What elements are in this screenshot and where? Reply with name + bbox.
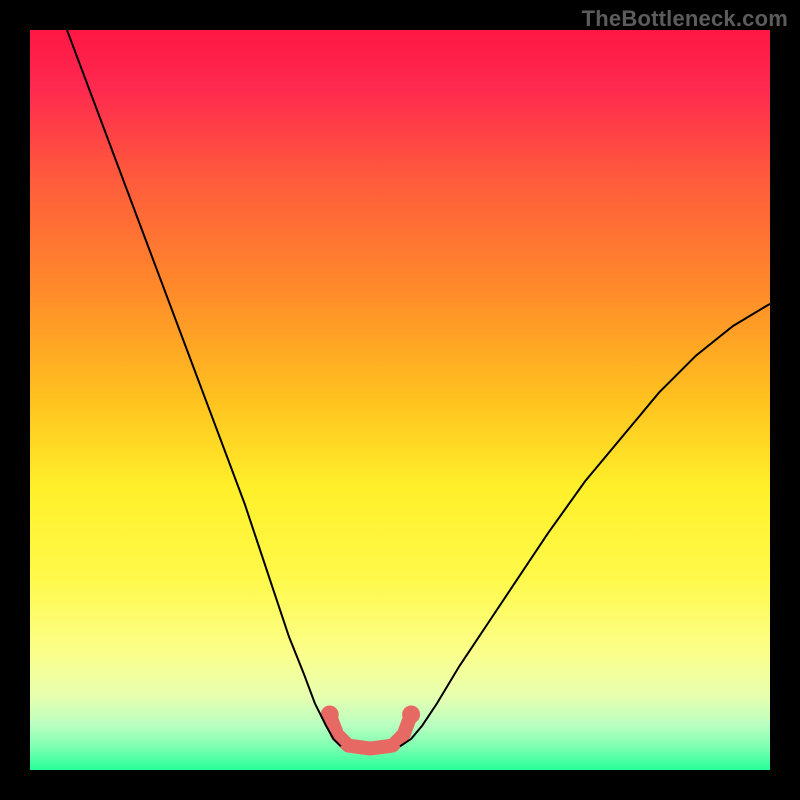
watermark-text: TheBottleneck.com [582,6,788,32]
curve-layer [30,30,770,770]
plot-area [30,30,770,770]
bottleneck-curve-left [67,30,341,746]
bottleneck-curve-right [400,304,770,747]
outer-frame: TheBottleneck.com [0,0,800,800]
valley-bracket [321,706,420,754]
